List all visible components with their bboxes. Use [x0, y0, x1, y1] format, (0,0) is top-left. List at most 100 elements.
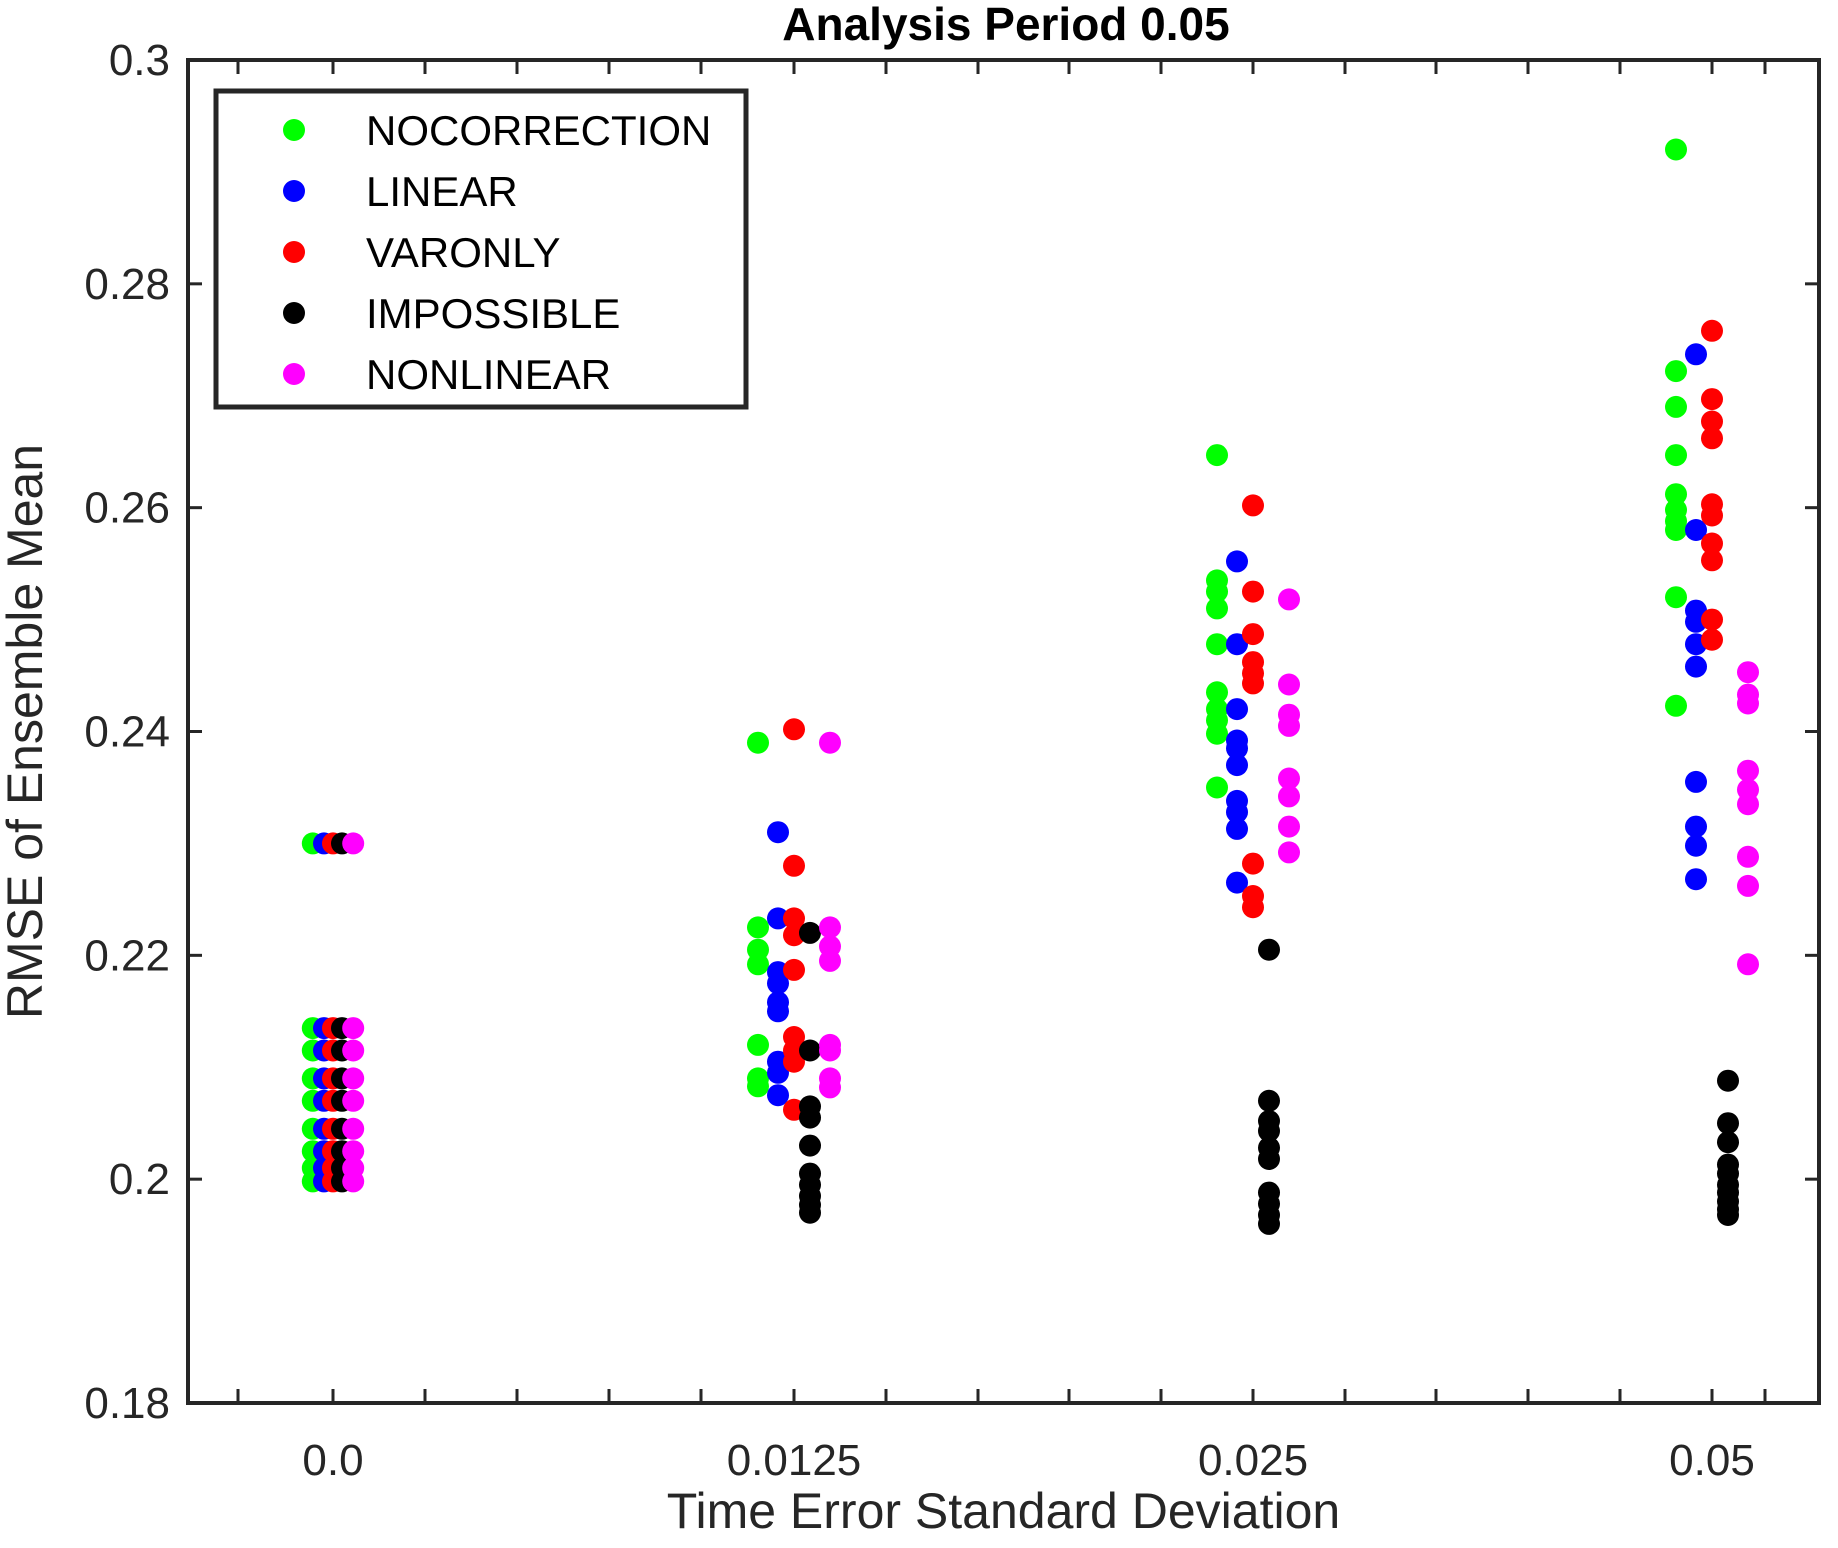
data-point-linear	[767, 1084, 789, 1107]
data-point-nocorrection	[1206, 776, 1228, 799]
x-tick-label: 0.05	[1669, 1436, 1755, 1485]
data-point-nocorrection	[747, 916, 769, 939]
data-point-impossible	[1258, 1120, 1280, 1142]
legend-label-linear: LINEAR	[366, 168, 518, 215]
data-point-varonly	[783, 1050, 805, 1073]
data-point-impossible	[1717, 1069, 1739, 1092]
data-point-nocorrection	[1665, 444, 1687, 467]
data-point-linear	[1226, 817, 1248, 840]
data-point-linear	[1685, 868, 1707, 891]
data-point-nonlinear	[1278, 673, 1300, 696]
data-point-nonlinear	[342, 832, 365, 855]
data-point-nonlinear	[1278, 815, 1300, 838]
data-point-varonly	[783, 718, 805, 741]
data-point-nocorrection	[1206, 681, 1228, 704]
data-point-nonlinear	[342, 1089, 365, 1112]
y-tick-label: 0.22	[84, 931, 170, 980]
y-tick-label: 0.26	[84, 484, 170, 533]
data-point-nonlinear	[819, 916, 841, 939]
data-point-impossible	[799, 1106, 821, 1129]
data-point-linear	[1685, 343, 1707, 366]
data-point-linear	[767, 907, 789, 930]
x-tick-label: 0.025	[1198, 1436, 1308, 1485]
legend-marker-varonly	[283, 241, 305, 263]
legend-marker-linear	[283, 180, 305, 202]
legend-marker-nocorrection	[283, 119, 305, 141]
data-point-nonlinear	[1278, 714, 1300, 737]
data-point-linear	[1226, 801, 1248, 824]
data-point-nocorrection	[1206, 444, 1228, 467]
data-point-nonlinear	[1737, 793, 1759, 816]
data-point-impossible	[1717, 1112, 1739, 1135]
data-point-impossible	[799, 1201, 821, 1224]
data-point-nonlinear	[1278, 588, 1300, 611]
legend-label-varonly: VARONLY	[366, 229, 561, 276]
legend-marker-nonlinear	[283, 363, 305, 385]
data-point-linear	[767, 1061, 789, 1084]
data-point-varonly	[783, 907, 805, 930]
data-point-varonly	[1701, 388, 1723, 411]
data-point-nocorrection	[1665, 360, 1687, 383]
data-point-varonly	[1242, 672, 1264, 695]
data-point-nonlinear	[342, 1017, 365, 1040]
data-point-impossible	[1717, 1204, 1739, 1226]
data-point-nocorrection	[747, 1075, 769, 1098]
data-point-nonlinear	[1278, 841, 1300, 864]
legend-items: NOCORRECTION LINEAR VARONLY IMPOSSIBLE NONLI…	[283, 107, 711, 398]
data-point-impossible	[1258, 1089, 1280, 1112]
data-point-nocorrection	[1206, 597, 1228, 620]
data-point-linear	[1226, 633, 1248, 656]
data-point-nonlinear	[342, 1039, 365, 1062]
data-point-varonly	[1242, 623, 1264, 646]
data-point-impossible	[799, 1134, 821, 1157]
data-point-nocorrection	[1206, 633, 1228, 656]
data-point-varonly	[1701, 427, 1723, 450]
data-point-impossible	[799, 1039, 821, 1062]
chart-title: Analysis Period 0.05	[782, 0, 1229, 50]
data-point-nonlinear	[1737, 845, 1759, 868]
data-point-varonly	[1701, 410, 1723, 433]
data-point-varonly	[1242, 896, 1264, 919]
data-point-nocorrection	[1665, 586, 1687, 609]
data-point-nonlinear	[819, 1076, 841, 1099]
y-tick-label: 0.3	[109, 36, 170, 85]
legend-label-impossible: IMPOSSIBLE	[366, 290, 620, 337]
data-point-nonlinear	[1737, 874, 1759, 897]
data-point-nonlinear	[1737, 661, 1759, 684]
data-point-nocorrection	[747, 1033, 769, 1056]
data-point-linear	[1685, 834, 1707, 857]
data-point-nocorrection	[1665, 483, 1687, 506]
x-axis-title: Time Error Standard Deviation	[667, 1483, 1340, 1539]
data-point-varonly	[1701, 504, 1723, 527]
data-point-linear	[1685, 610, 1707, 633]
data-point-nocorrection	[1665, 694, 1687, 717]
data-point-nocorrection	[1665, 519, 1687, 541]
data-point-impossible	[1258, 1212, 1280, 1235]
data-point-linear	[767, 821, 789, 844]
data-point-linear	[1685, 815, 1707, 838]
data-point-varonly	[1701, 549, 1723, 572]
legend-marker-impossible	[283, 302, 305, 324]
data-point-nonlinear	[1278, 785, 1300, 808]
data-point-nonlinear	[1737, 759, 1759, 782]
data-point-varonly	[1701, 532, 1723, 555]
data-point-nonlinear	[342, 1170, 365, 1193]
data-point-nocorrection	[747, 731, 769, 754]
data-point-linear	[767, 1000, 789, 1023]
y-tick-label: 0.28	[84, 260, 170, 309]
y-tick-label: 0.24	[84, 708, 170, 757]
data-point-linear	[1685, 519, 1707, 541]
legend-label-nonlinear: NONLINEAR	[366, 351, 611, 398]
data-point-nocorrection	[1665, 395, 1687, 418]
legend: NOCORRECTION LINEAR VARONLY IMPOSSIBLE NONLI…	[213, 88, 749, 410]
data-point-varonly	[1701, 319, 1723, 342]
data-point-linear	[1685, 770, 1707, 793]
data-point-linear	[1685, 655, 1707, 678]
data-point-impossible	[799, 921, 821, 944]
data-point-nocorrection	[1665, 138, 1687, 161]
data-point-linear	[1226, 754, 1248, 777]
y-tick-label: 0.18	[84, 1379, 170, 1428]
data-point-nonlinear	[342, 1067, 365, 1090]
y-tick-label: 0.2	[109, 1155, 170, 1204]
data-point-nonlinear	[342, 1140, 365, 1163]
